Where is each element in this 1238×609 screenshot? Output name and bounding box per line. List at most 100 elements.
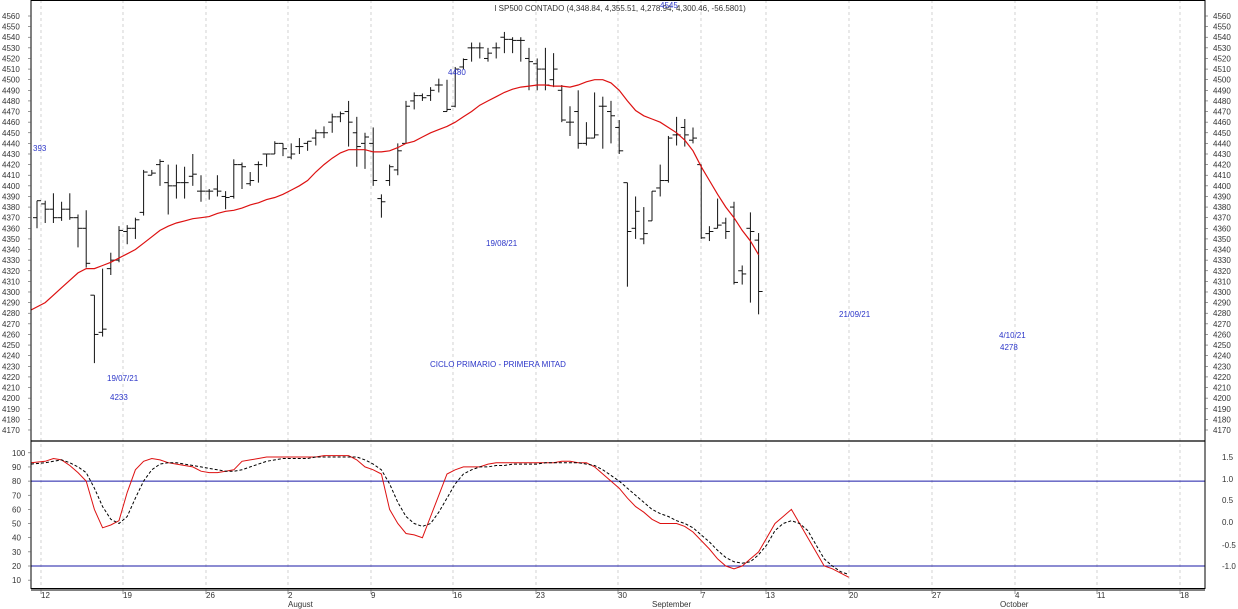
price-bar-88 [754, 233, 763, 315]
x-tick-label-8: 7 [701, 591, 706, 600]
price-bar-48 [426, 87, 435, 101]
price-bar-30 [279, 142, 287, 157]
oscillator-panel [30, 455, 1205, 578]
y-tick-label-left-4200: 4200 [2, 394, 20, 403]
price-bar-23 [221, 191, 230, 210]
oscillator-main-line [30, 455, 850, 578]
price-bar-39 [352, 116, 361, 167]
price-bar-4 [65, 193, 74, 220]
price-bar-13 [139, 169, 148, 216]
y-tick-label-left-4500: 4500 [2, 76, 20, 85]
osc-tick-label-left-60: 60 [12, 505, 21, 514]
osc-tick-label-left-100: 100 [12, 449, 26, 458]
annotation-date-4: 4/10/21 [999, 331, 1026, 340]
price-bar-38 [344, 100, 353, 147]
y-tick-label-left-4550: 4550 [2, 23, 20, 32]
price-bar-14 [147, 169, 156, 176]
y-tick-label-right-4350: 4350 [1213, 235, 1231, 244]
price-bar-60 [525, 47, 533, 91]
y-tick-label-right-4430: 4430 [1213, 150, 1231, 159]
y-tick-label-right-4440: 4440 [1213, 139, 1231, 148]
price-bar-21 [205, 189, 214, 200]
moving-average-line [30, 79, 760, 311]
y-tick-label-right-4260: 4260 [1213, 330, 1231, 339]
price-bar-85 [730, 201, 738, 285]
y-tick-label-left-4560: 4560 [2, 12, 20, 21]
y-tick-label-left-4460: 4460 [2, 118, 20, 127]
y-tick-label-left-4400: 4400 [2, 182, 20, 191]
osc-tick-label-right-0: 1.5 [1222, 453, 1234, 462]
price-bar-2 [49, 193, 58, 223]
price-bar-20 [197, 175, 205, 202]
price-bar-75 [648, 190, 656, 222]
price-bar-19 [188, 153, 197, 186]
y-tick-label-right-4220: 4220 [1213, 373, 1231, 382]
y-tick-label-left-4230: 4230 [2, 362, 20, 371]
y-tick-label-right-4420: 4420 [1213, 161, 1231, 170]
y-tick-label-right-4180: 4180 [1213, 415, 1231, 424]
plot-border [30, 0, 1206, 589]
x-tick-label-5: 16 [453, 591, 462, 600]
annotation-low-value-1: 4233 [110, 393, 128, 402]
y-tick-label-right-4280: 4280 [1213, 309, 1231, 318]
price-bar-5 [74, 214, 82, 248]
price-bar-18 [180, 166, 189, 199]
vertical-gridlines [40, 0, 1181, 590]
y-tick-label-right-4330: 4330 [1213, 256, 1231, 265]
price-bar-44 [393, 143, 402, 176]
y-tick-label-left-4290: 4290 [2, 299, 20, 308]
y-tick-label-left-4280: 4280 [2, 309, 20, 318]
x-tick-label-2: 26 [206, 591, 215, 600]
y-tick-label-right-4250: 4250 [1213, 341, 1231, 350]
y-tick-label-left-4330: 4330 [2, 256, 20, 265]
x-tick-label-14: 18 [1180, 591, 1189, 600]
y-tick-label-left-4340: 4340 [2, 246, 20, 255]
price-bar-37 [336, 111, 345, 123]
price-bar-82 [705, 226, 714, 242]
y-tick-label-left-4210: 4210 [2, 384, 20, 393]
moving-average [30, 79, 760, 311]
price-bar-41 [369, 127, 378, 186]
annotation-high-value-1: 4480 [448, 68, 466, 77]
y-tick-label-left-4420: 4420 [2, 161, 20, 170]
osc-tick-label-right-3: 0.0 [1222, 518, 1234, 527]
price-bar-35 [320, 126, 328, 139]
osc-tick-label-left-10: 10 [12, 576, 21, 585]
price-bar-36 [328, 113, 337, 133]
price-bar-33 [303, 140, 312, 151]
annotation-date-2: 19/08/21 [486, 239, 518, 248]
price-bar-16 [164, 164, 173, 215]
y-tick-label-left-4300: 4300 [2, 288, 20, 297]
price-bar-29 [270, 141, 279, 155]
x-month-label-1: September [652, 600, 691, 609]
y-tick-label-left-4380: 4380 [2, 203, 20, 212]
price-bar-42 [377, 194, 386, 218]
y-tick-label-right-4240: 4240 [1213, 352, 1231, 361]
y-tick-label-left-4490: 4490 [2, 86, 20, 95]
x-tick-label-4: 9 [371, 591, 376, 600]
price-bar-76 [656, 164, 665, 197]
price-bar-50 [443, 79, 451, 113]
y-tick-label-right-4230: 4230 [1213, 362, 1231, 371]
price-bar-52 [459, 58, 468, 70]
price-bar-80 [689, 127, 697, 144]
y-tick-label-right-4480: 4480 [1213, 97, 1231, 106]
price-bar-84 [721, 217, 730, 239]
price-bar-53 [467, 42, 476, 62]
price-bar-17 [172, 164, 181, 199]
price-bar-7 [90, 294, 99, 364]
y-tick-label-right-4460: 4460 [1213, 118, 1231, 127]
y-tick-label-left-4390: 4390 [2, 192, 20, 201]
x-tick-label-7: 30 [618, 591, 627, 600]
x-month-label-0: August [288, 600, 314, 609]
price-bar-15 [156, 159, 164, 186]
osc-tick-label-right-2: 0.5 [1222, 496, 1234, 505]
y-tick-label-left-4450: 4450 [2, 129, 20, 138]
x-tick-label-10: 20 [849, 591, 858, 600]
y-tick-label-right-4470: 4470 [1213, 108, 1231, 117]
y-tick-label-left-4240: 4240 [2, 352, 20, 361]
price-bar-8 [98, 268, 107, 337]
y-tick-label-right-4500: 4500 [1213, 76, 1231, 85]
y-tick-label-right-4300: 4300 [1213, 288, 1231, 297]
